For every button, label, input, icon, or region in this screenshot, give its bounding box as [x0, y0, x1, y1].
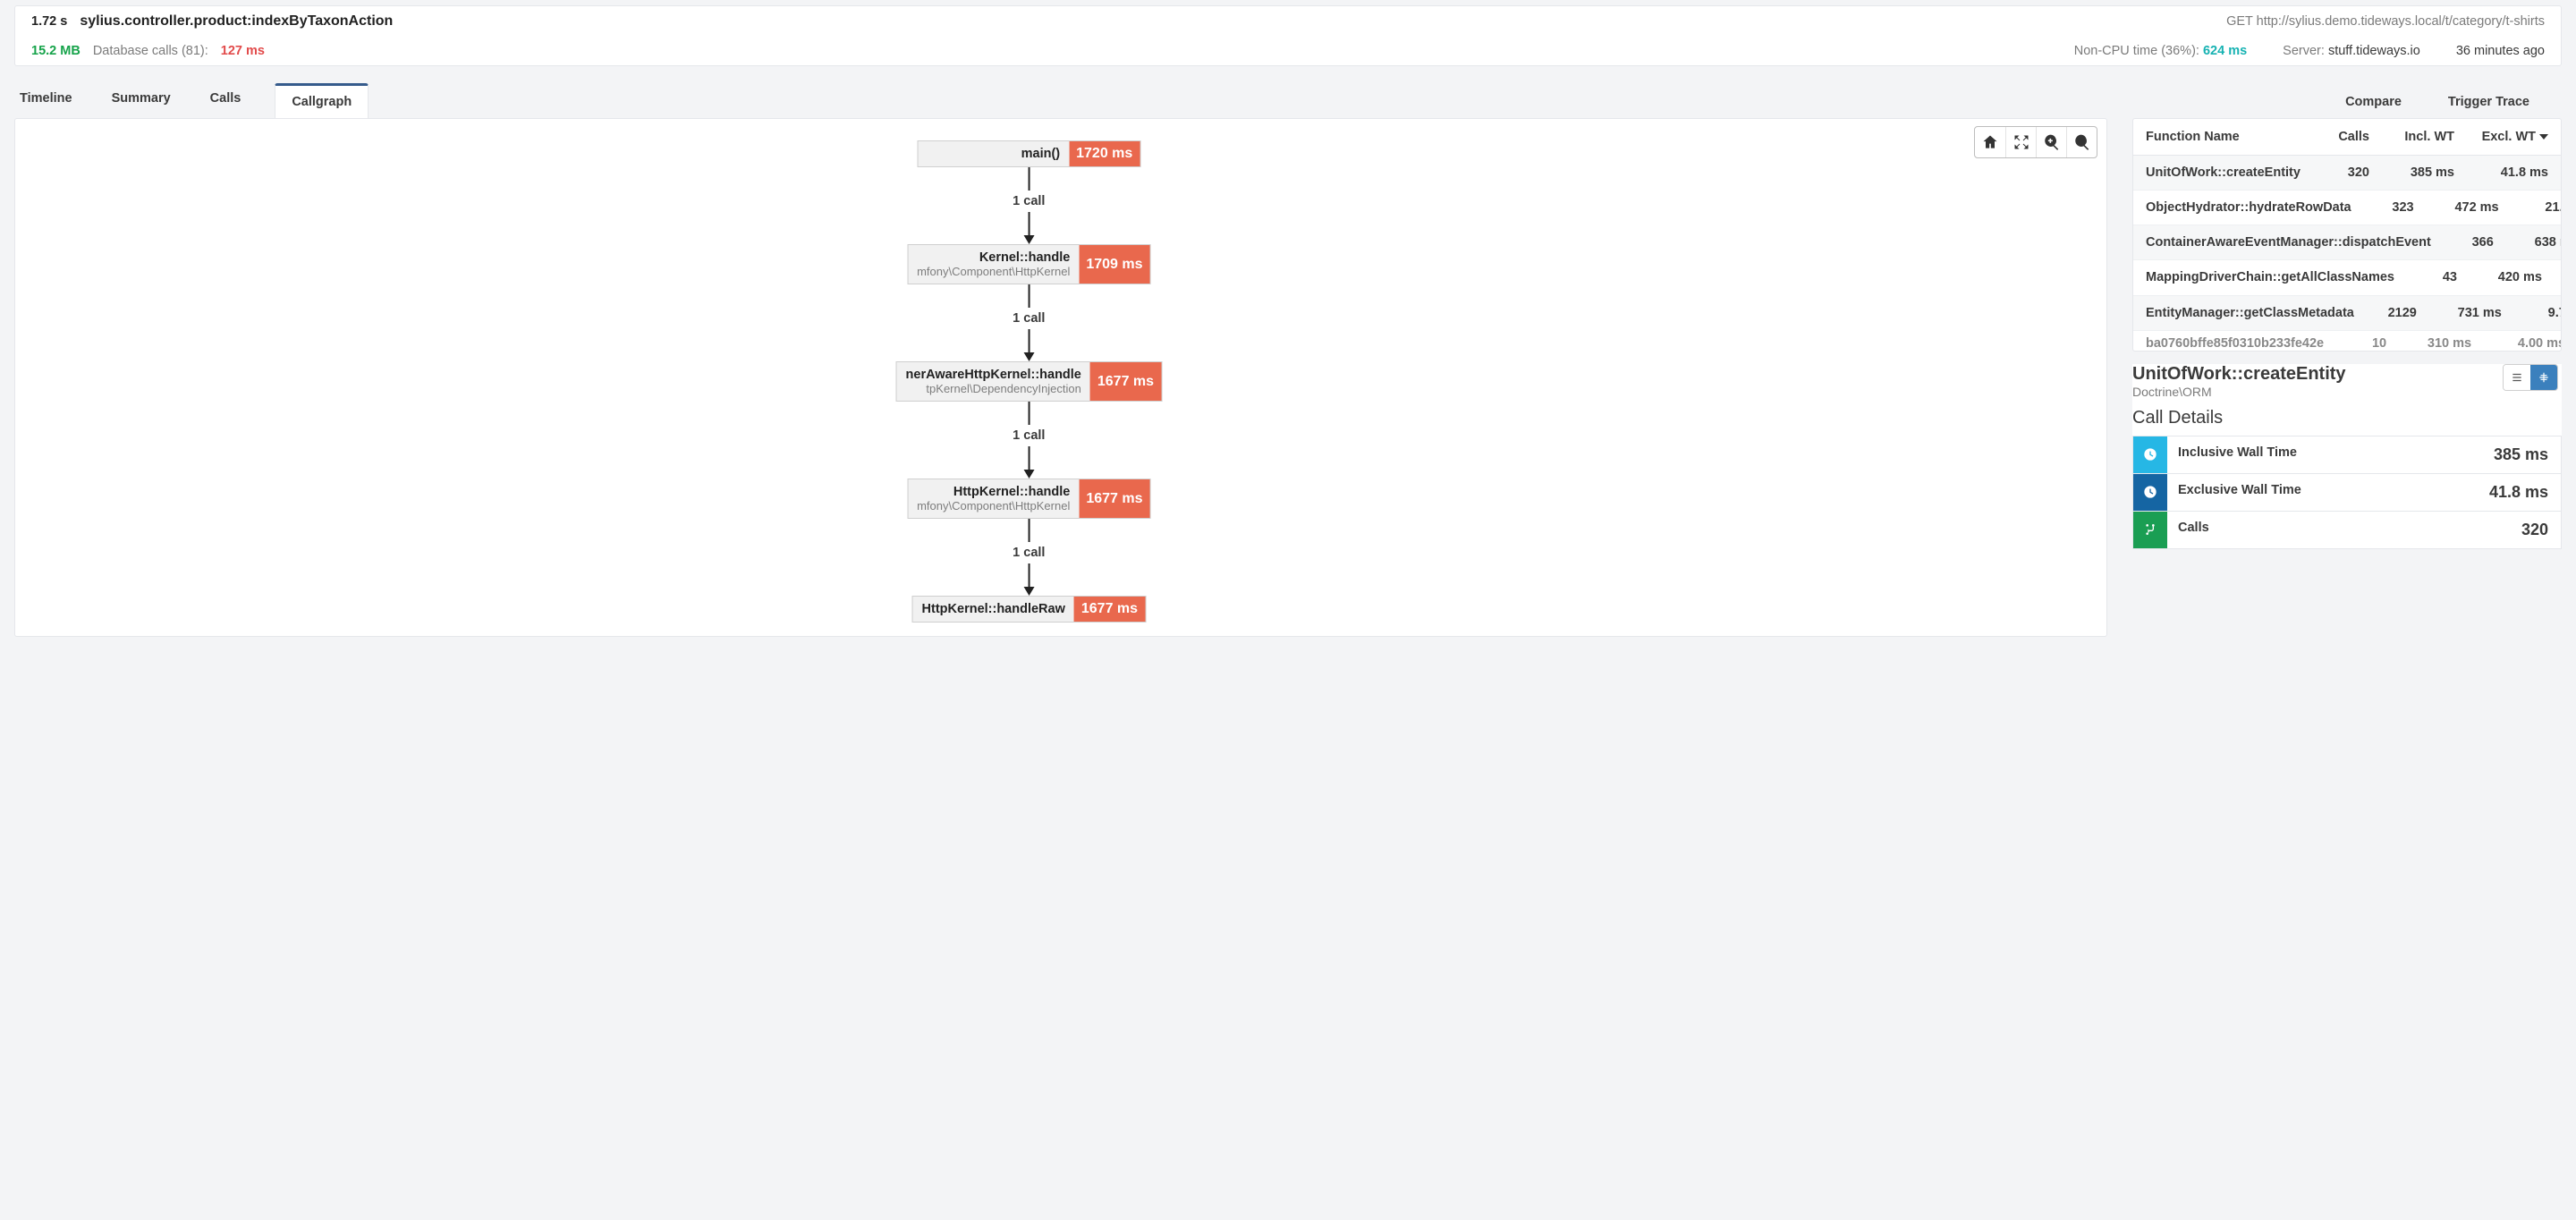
node-ms: 1677 ms: [1074, 597, 1145, 622]
calls-label: Calls: [2167, 512, 2220, 548]
graph-edge: 1 call: [1013, 402, 1045, 479]
col-excl-wt[interactable]: Excl. WT: [2463, 130, 2548, 144]
details-section: Call Details: [2132, 408, 2562, 428]
graph-edge: 1 call: [1013, 167, 1045, 244]
noncpu-label: Non-CPU time (36%):: [2074, 44, 2199, 58]
clock-icon: [2133, 474, 2167, 511]
server-name: stuff.tideways.io: [2328, 44, 2420, 58]
zoom-in-icon[interactable]: [2036, 127, 2066, 157]
graph-node[interactable]: Kernel::handlemfony\Component\HttpKernel…: [907, 244, 1150, 284]
tab-calls[interactable]: Calls: [205, 82, 247, 118]
graph-node[interactable]: nerAwareHttpKernel::handletpKernel\Depen…: [896, 361, 1163, 402]
node-ms: 1677 ms: [1079, 479, 1149, 518]
node-ms: 1677 ms: [1090, 362, 1161, 401]
excl-wt-value: 41.8 ms: [2477, 474, 2561, 511]
callgraph-panel: main()1720 ms1 callKernel::handlemfony\C…: [14, 118, 2107, 637]
list-view-icon[interactable]: [2504, 365, 2530, 390]
graph-column: main()1720 ms1 callKernel::handlemfony\C…: [896, 140, 1163, 623]
noncpu-ms: 624 ms: [2203, 44, 2247, 58]
excl-wt-label: Exclusive Wall Time: [2167, 474, 2312, 511]
branch-icon: [2133, 512, 2167, 548]
incl-wt-value: 385 ms: [2481, 436, 2561, 473]
home-icon[interactable]: [1975, 127, 2005, 157]
tab-compare[interactable]: Compare: [2340, 86, 2407, 118]
node-ms: 1720 ms: [1069, 141, 1140, 166]
details-title: UnitOfWork::createEntity: [2132, 364, 2346, 385]
graph-toolbar: [1974, 126, 2097, 158]
sort-desc-icon: [2539, 134, 2548, 140]
trace-summary: 1.72 s sylius.controller.product:indexBy…: [14, 5, 2562, 66]
fullscreen-icon[interactable]: [2005, 127, 2036, 157]
node-ms: 1709 ms: [1079, 245, 1149, 284]
tab-timeline[interactable]: Timeline: [14, 82, 78, 118]
http-line: GET http://sylius.demo.tideways.local/t/…: [2226, 14, 2545, 29]
calls-value: 320: [2509, 512, 2561, 548]
age: 36 minutes ago: [2456, 44, 2545, 58]
tab-trigger[interactable]: Trigger Trace: [2443, 86, 2535, 118]
col-incl-wt[interactable]: Incl. WT: [2378, 130, 2454, 144]
table-row[interactable]: ContainerAwareEventManager::dispatchEven…: [2133, 225, 2561, 260]
table-row[interactable]: EntityManager::getClassMetadata2129731 m…: [2133, 296, 2561, 331]
col-calls[interactable]: Calls: [2316, 130, 2369, 144]
action-name: sylius.controller.product:indexByTaxonAc…: [80, 13, 393, 30]
tree-view-icon[interactable]: [2530, 365, 2557, 390]
tab-callgraph[interactable]: Callgraph: [275, 83, 369, 119]
graph-node[interactable]: main()1720 ms: [917, 140, 1140, 167]
details-namespace: Doctrine\ORM: [2132, 385, 2346, 399]
table-row[interactable]: ba0760bffe85f0310b233fe42e 10 310 ms 4.0…: [2133, 331, 2561, 351]
clock-icon: [2133, 436, 2167, 473]
incl-wt-label: Inclusive Wall Time: [2167, 436, 2308, 473]
tab-summary[interactable]: Summary: [106, 82, 176, 118]
view-toggle: [2503, 364, 2558, 391]
function-table: Function Name Calls Incl. WT Excl. WT Un…: [2132, 118, 2562, 352]
db-ms: 127 ms: [221, 44, 265, 58]
graph-edge: 1 call: [1013, 284, 1045, 361]
col-function-name[interactable]: Function Name: [2146, 130, 2307, 144]
memory: 15.2 MB: [31, 44, 80, 58]
total-time: 1.72 s: [31, 14, 67, 29]
graph-node[interactable]: HttpKernel::handleRaw1677 ms: [912, 596, 1147, 623]
table-row[interactable]: MappingDriverChain::getAllClassNames4342…: [2133, 260, 2561, 295]
graph-edge: 1 call: [1013, 519, 1045, 596]
tabs: Timeline Summary Calls Callgraph Compare…: [14, 82, 2562, 118]
call-details: UnitOfWork::createEntity Doctrine\ORM Ca…: [2132, 364, 2562, 549]
server-label: Server:: [2283, 44, 2325, 58]
graph-node[interactable]: HttpKernel::handlemfony\Component\HttpKe…: [907, 479, 1150, 519]
zoom-out-icon[interactable]: [2066, 127, 2097, 157]
table-row[interactable]: ObjectHydrator::hydrateRowData323472 ms2…: [2133, 191, 2561, 225]
db-label: Database calls (81):: [93, 44, 208, 58]
table-row[interactable]: UnitOfWork::createEntity320385 ms41.8 ms: [2133, 156, 2561, 191]
